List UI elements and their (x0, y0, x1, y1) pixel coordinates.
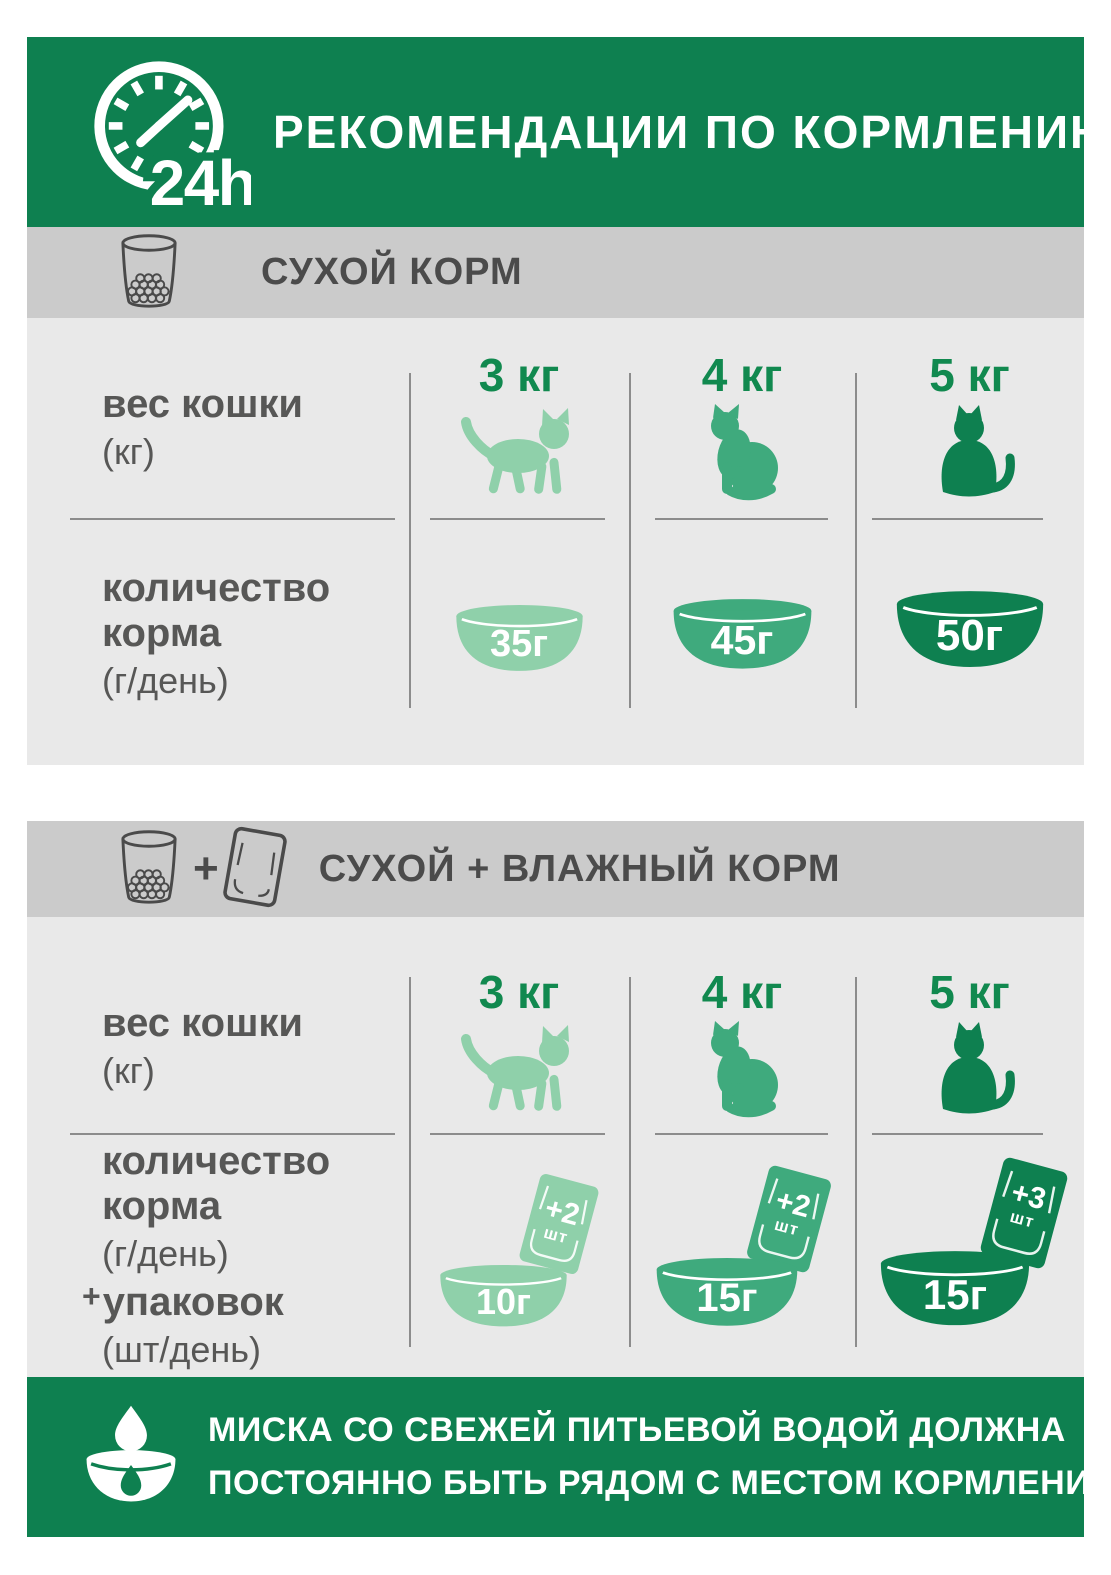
water-notice-line2: ПОСТОЯННО БЫТЬ РЯДОМ С МЕСТОМ КОРМЛЕНИЯ (208, 1464, 1111, 1502)
weight-3kg: 3 кг (478, 966, 560, 1018)
cat-3kg-icon (409, 1021, 629, 1117)
weight-4kg: 4 кг (701, 966, 783, 1018)
measuring-cup-icon (121, 233, 177, 308)
amount-value: 50г (935, 611, 1004, 660)
column-divider (409, 373, 411, 708)
row-divider (655, 518, 828, 520)
measuring-cup-icon (121, 830, 177, 904)
wet-food-pouch-icon (222, 826, 287, 908)
bowl-15g: 15г (877, 1250, 1033, 1332)
column-divider (629, 977, 631, 1347)
row-divider (430, 1133, 605, 1135)
dry-food-table: вес кошки (кг) 3 кг 4 кг 5 кг (27, 318, 1084, 765)
food-amount-row-label: количество корма (г/день) (102, 566, 331, 701)
pouch-plus-2-icon: +2 шт (743, 1162, 835, 1276)
dry-wet-food-band: + СУХОЙ + ВЛАЖНЫЙ КОРМ (27, 821, 1084, 917)
page-title: РЕКОМЕНДАЦИИ ПО КОРМЛЕНИЮ: (273, 106, 1111, 158)
amount-value: 10г (475, 1281, 532, 1322)
column-divider (855, 977, 857, 1347)
column-divider (409, 977, 411, 1347)
row-divider (655, 1133, 828, 1135)
water-notice-text: МИСКА СО СВЕЖЕЙ ПИТЬЕВОЙ ВОДОЙ ДОЛЖНА ПО… (208, 1404, 1111, 1509)
dry-wet-food-table: вес кошки (кг) 3 кг 4 кг 5 кг (27, 917, 1084, 1377)
food-amount-packs-row-label: количество корма (г/день) +упаковок (шт/… (82, 1139, 331, 1370)
header-banner: 24h РЕКОМЕНДАЦИИ ПО КОРМЛЕНИЮ: (27, 37, 1111, 227)
dry-food-band: СУХОЙ КОРМ (27, 227, 1084, 318)
amount-value: 45г (710, 617, 774, 663)
bowl-50g: 50г (893, 590, 1047, 674)
pouch-plus-3-icon: +3 шт (977, 1154, 1072, 1273)
clock-24h-icon: 24h (94, 61, 251, 211)
row-divider (70, 518, 395, 520)
plus-sign: + (82, 1277, 101, 1314)
cat-3kg-icon (409, 404, 629, 500)
amount-value: 35г (489, 623, 549, 665)
column-divider (855, 373, 857, 708)
clock-24h-label: 24h (150, 147, 251, 211)
row-divider (430, 518, 605, 520)
row-divider (70, 1133, 395, 1135)
bowl-35g: 35г (453, 604, 586, 677)
amount-value: 15г (922, 1271, 988, 1318)
column-divider (629, 373, 631, 708)
cat-weight-row-label: вес кошки (кг) (102, 382, 304, 472)
bowl-10g: 10г (437, 1264, 570, 1332)
water-notice-banner: МИСКА СО СВЕЖЕЙ ПИТЬЕВОЙ ВОДОЙ ДОЛЖНА ПО… (27, 1377, 1111, 1537)
weight-5kg: 5 кг (929, 349, 1010, 401)
pouch-plus-2-icon: +2 шт (516, 1170, 602, 1277)
amount-value: 15г (696, 1276, 758, 1320)
cat-4kg-icon (629, 1021, 855, 1121)
weight-3kg: 3 кг (478, 349, 560, 401)
cat-5kg-icon (855, 404, 1084, 504)
cat-5kg-icon (855, 1021, 1084, 1121)
water-bowl-with-drop-icon (86, 1405, 176, 1502)
row-divider (872, 1133, 1043, 1135)
bowl-15g: 15г (653, 1257, 801, 1332)
plus-icon: + (193, 844, 219, 893)
cat-weight-row-label: вес кошки (кг) (102, 1001, 304, 1091)
cat-4kg-icon (629, 404, 855, 504)
water-notice-line1: МИСКА СО СВЕЖЕЙ ПИТЬЕВОЙ ВОДОЙ ДОЛЖНА (208, 1411, 1066, 1450)
weight-5kg: 5 кг (929, 966, 1010, 1018)
dry-food-band-title: СУХОЙ КОРМ (261, 251, 523, 293)
weight-4kg: 4 кг (701, 349, 783, 401)
bowl-45g: 45г (670, 598, 815, 675)
dry-wet-food-band-title: СУХОЙ + ВЛАЖНЫЙ КОРМ (318, 847, 841, 890)
row-divider (872, 518, 1043, 520)
